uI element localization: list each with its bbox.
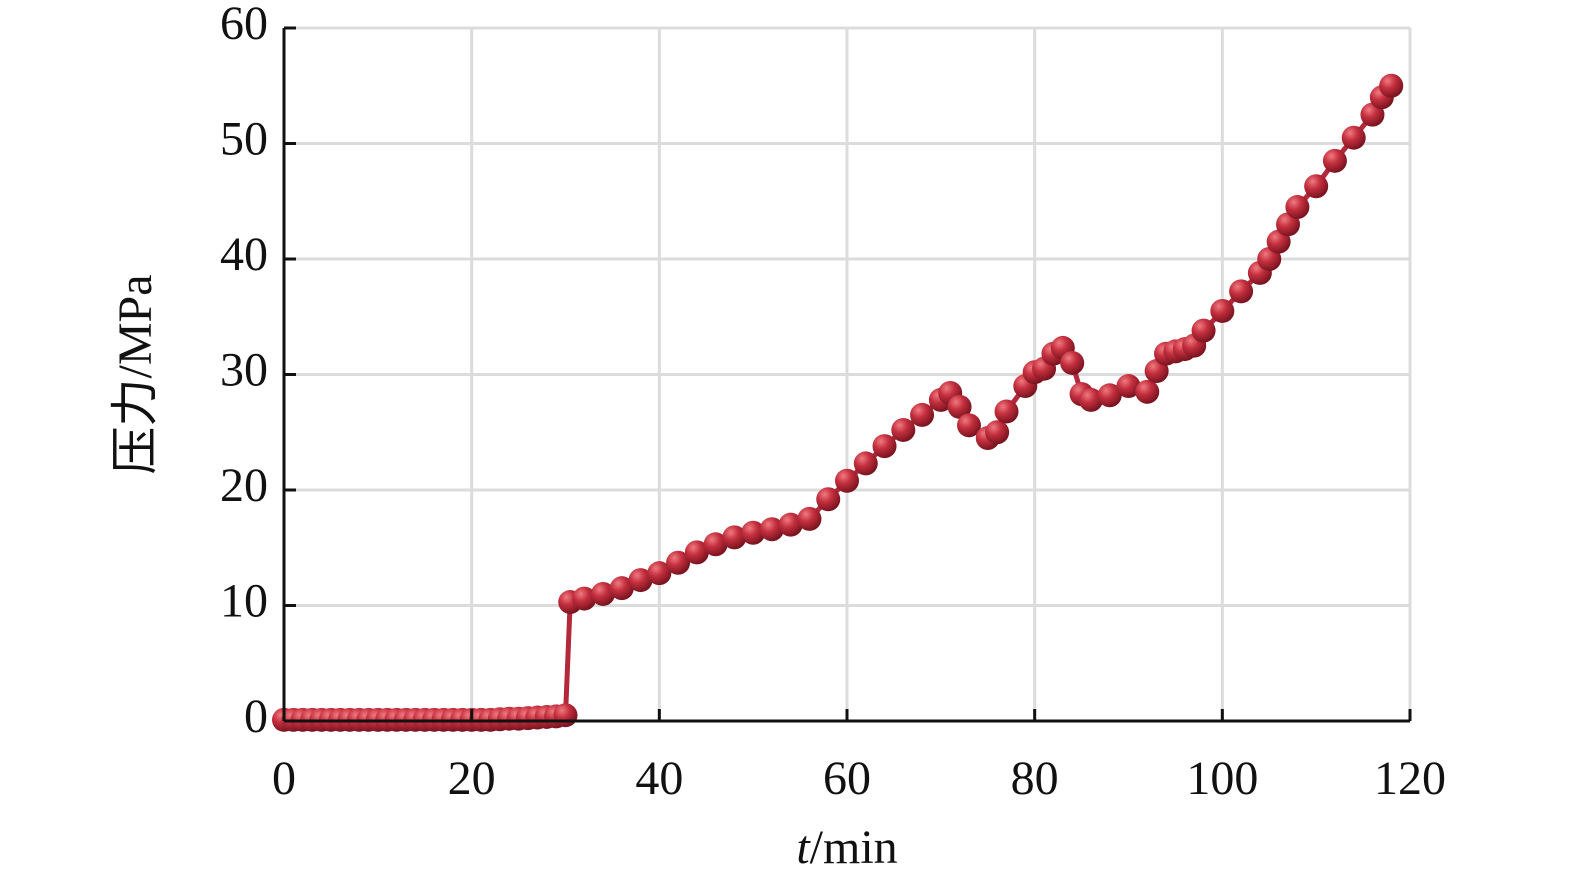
marker — [591, 581, 616, 606]
marker — [1341, 125, 1366, 150]
line — [284, 84, 1394, 723]
marker — [1116, 374, 1141, 399]
marker — [1285, 195, 1310, 220]
marker — [666, 550, 691, 575]
marker — [741, 520, 766, 545]
marker — [1135, 379, 1160, 404]
marker — [835, 468, 859, 493]
x-tick-label: 20 — [448, 752, 496, 805]
marker — [985, 420, 1010, 445]
x-tick-label: 0 — [272, 752, 296, 805]
y-tick-label: 0 — [244, 690, 268, 743]
y-tick-label: 30 — [220, 344, 268, 397]
marker — [910, 402, 935, 427]
marker — [1210, 298, 1235, 323]
marker — [956, 413, 981, 438]
marker — [647, 561, 672, 586]
marker — [872, 434, 897, 459]
marker — [853, 451, 878, 476]
marker — [1060, 350, 1085, 375]
marker — [1229, 279, 1254, 304]
marker — [1379, 73, 1404, 98]
marker — [722, 525, 747, 550]
marker — [684, 540, 709, 565]
x-tick-label: 40 — [635, 752, 683, 805]
y-tick-label: 20 — [220, 459, 268, 512]
y-axis-label: 压力/MPa — [109, 274, 162, 474]
y-tick-label: 40 — [220, 228, 268, 281]
y-tick-label: 50 — [220, 113, 268, 166]
marker — [947, 394, 972, 419]
x-axis-label: t/min — [796, 821, 897, 874]
marker — [1097, 383, 1122, 408]
marker — [1322, 148, 1347, 173]
marker — [553, 703, 578, 728]
y-tick-label: 10 — [220, 575, 268, 628]
axes: 0 20 40 60 80 100 120 0 10 20 30 40 50 60 t/min 压力/MPa — [109, 0, 1446, 874]
marker — [1078, 387, 1103, 412]
marker — [816, 487, 841, 512]
x-tick-label: 120 — [1374, 752, 1446, 805]
x-tick-label: 60 — [823, 752, 871, 805]
marker — [778, 512, 803, 537]
x-tick-label: 100 — [1186, 752, 1258, 805]
marker — [891, 417, 916, 442]
marker — [609, 576, 634, 601]
marker — [1304, 174, 1329, 199]
grid — [282, 26, 1412, 723]
marker — [703, 532, 728, 557]
marker — [994, 399, 1019, 424]
marker — [797, 506, 822, 531]
marker — [1191, 318, 1216, 343]
x-tick-label: 80 — [1011, 752, 1059, 805]
marker — [628, 568, 653, 593]
y-tick-label: 60 — [220, 0, 268, 50]
plot — [272, 73, 1404, 732]
marker — [759, 517, 784, 542]
marker — [572, 586, 597, 611]
